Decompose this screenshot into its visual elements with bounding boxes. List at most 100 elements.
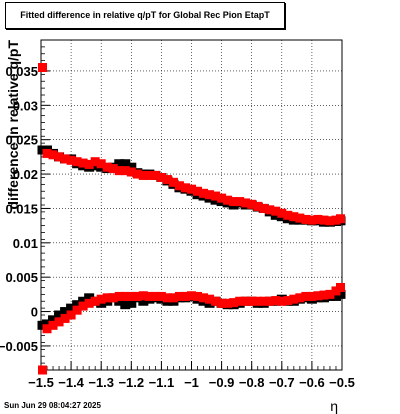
- data-point-red-lower: [199, 293, 209, 303]
- data-point-red-upper: [319, 215, 329, 225]
- data-point-red-upper: [138, 170, 148, 180]
- data-point-black-lower: [54, 310, 65, 320]
- data-point-red-upper: [223, 195, 233, 205]
- data-point-red-upper: [331, 215, 341, 225]
- data-point-red-upper: [229, 197, 239, 207]
- data-point-red-lower: [168, 293, 178, 303]
- data-point-red-upper: [168, 177, 178, 187]
- data-point-red-upper: [174, 181, 184, 191]
- y-tick-label: 0.035: [5, 64, 38, 79]
- data-point-red-upper: [120, 166, 130, 176]
- data-point-red-lower: [235, 296, 245, 306]
- data-point-red-lower: [120, 291, 130, 301]
- data-point-red-upper: [301, 214, 311, 224]
- x-tick-label: −0.6: [299, 375, 325, 390]
- data-point-red-lower: [66, 310, 76, 320]
- y-tick-label: 0.015: [5, 201, 38, 216]
- footer-date: Sun Jun 29 08:04:27 2025: [4, 401, 101, 410]
- data-point-red-lower: [283, 296, 293, 306]
- data-point-red-lower: [108, 293, 118, 303]
- data-point-red-upper: [132, 169, 142, 179]
- data-point-red-lower: [42, 324, 52, 334]
- data-point-red-upper: [313, 214, 323, 224]
- data-point-red-lower: [132, 291, 142, 301]
- axis-ticks: [40, 39, 343, 371]
- data-point-red-upper: [144, 170, 154, 180]
- data-point-black-upper: [114, 159, 125, 169]
- x-tick-label: −0.7: [269, 375, 295, 390]
- data-point-red-lower: [144, 291, 154, 301]
- data-point-red-lower: [205, 294, 215, 304]
- data-point-red-upper: [114, 166, 124, 176]
- data-point-black-lower: [60, 307, 71, 317]
- data-point-red-lower: [114, 291, 124, 301]
- data-point-black-lower: [42, 319, 53, 329]
- data-point-black-lower: [66, 303, 77, 313]
- data-point-red-lower: [126, 291, 136, 301]
- x-tick-label: −1.4: [58, 375, 84, 390]
- data-point-red-upper: [187, 184, 196, 194]
- data-point-red-lower: [217, 298, 227, 308]
- data-point-red-upper: [253, 201, 263, 211]
- data-point-black-lower: [120, 300, 131, 310]
- data-point-black-lower: [72, 300, 83, 310]
- y-tick-label: 0.005: [5, 270, 38, 285]
- x-axis-label: η: [330, 398, 338, 414]
- data-point-red-upper: [283, 210, 293, 220]
- data-point-red-lower: [48, 320, 58, 330]
- data-point-red-lower: [90, 296, 100, 306]
- data-point-red-upper: [42, 148, 52, 158]
- data-point-red-lower: [84, 298, 94, 308]
- data-point-red-lower: [156, 291, 166, 301]
- x-tick-label: −1.2: [118, 375, 144, 390]
- data-point-red-upper: [48, 150, 58, 160]
- data-point-red-upper: [235, 197, 245, 207]
- tick-labels: −1.5 −1.4 −1.3 −1.2 −1.1 −1 −0.9 −0.8 −0.7 −0.6 −0…: [0, 64, 355, 390]
- data-point-red-upper: [307, 215, 317, 225]
- data-point-red-lower: [138, 291, 148, 301]
- x-tick-label: −1.1: [149, 375, 175, 390]
- x-tick-label: −0.5: [329, 375, 355, 390]
- data-point-red-lower: [102, 293, 112, 303]
- data-point-red-upper: [247, 199, 257, 209]
- x-tick-label: −0.8: [239, 375, 265, 390]
- data-point-red-upper: [156, 173, 166, 182]
- y-tick-label: 0.03: [13, 98, 38, 113]
- y-axis-label: difference in relative q/pT: [5, 40, 21, 210]
- data-point-red-upper: [96, 159, 106, 169]
- data-point-red-lower: [180, 291, 190, 301]
- data-point-red-upper: [180, 183, 190, 193]
- grid-lines: [41, 40, 342, 370]
- data-point-red-upper: [335, 214, 345, 224]
- data-markers: [37, 63, 346, 375]
- data-point-red-lower: [253, 296, 263, 306]
- data-point-red-lower: [271, 296, 281, 306]
- data-point-red-lower: [247, 296, 257, 306]
- data-point-black-lower: [114, 296, 125, 306]
- data-point-red-upper: [265, 205, 275, 215]
- data-point-black-upper: [126, 162, 137, 172]
- data-point-red-lower: [223, 298, 233, 308]
- data-point-red-upper: [108, 164, 118, 174]
- data-point-red-lower: [265, 296, 275, 306]
- data-point-red-lower: [38, 365, 48, 375]
- data-point-black-lower: [335, 289, 346, 299]
- x-tick-label: −0.9: [209, 375, 235, 390]
- data-point-red-upper: [295, 213, 305, 223]
- data-point-red-upper: [78, 158, 88, 168]
- data-point-red-upper: [126, 167, 136, 177]
- data-point-red-lower: [241, 296, 251, 306]
- data-point-red-lower: [229, 298, 239, 308]
- data-point-red-upper: [102, 162, 112, 172]
- data-point-red-lower: [150, 291, 160, 301]
- data-point-red-lower: [193, 291, 203, 301]
- data-point-black-lower: [126, 298, 137, 308]
- data-point-red-lower: [325, 289, 335, 299]
- data-point-red-lower: [259, 296, 269, 306]
- data-point-red-lower: [72, 305, 82, 315]
- data-point-red-lower: [301, 291, 311, 301]
- data-point-red-lower: [187, 291, 196, 301]
- chart-title: Fitted difference in relative q/pT for G…: [5, 2, 285, 29]
- data-point-red-upper: [199, 188, 209, 198]
